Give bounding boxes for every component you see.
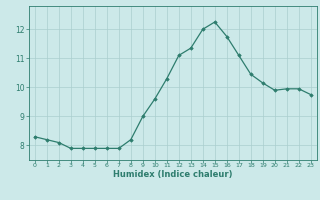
X-axis label: Humidex (Indice chaleur): Humidex (Indice chaleur) bbox=[113, 170, 233, 179]
